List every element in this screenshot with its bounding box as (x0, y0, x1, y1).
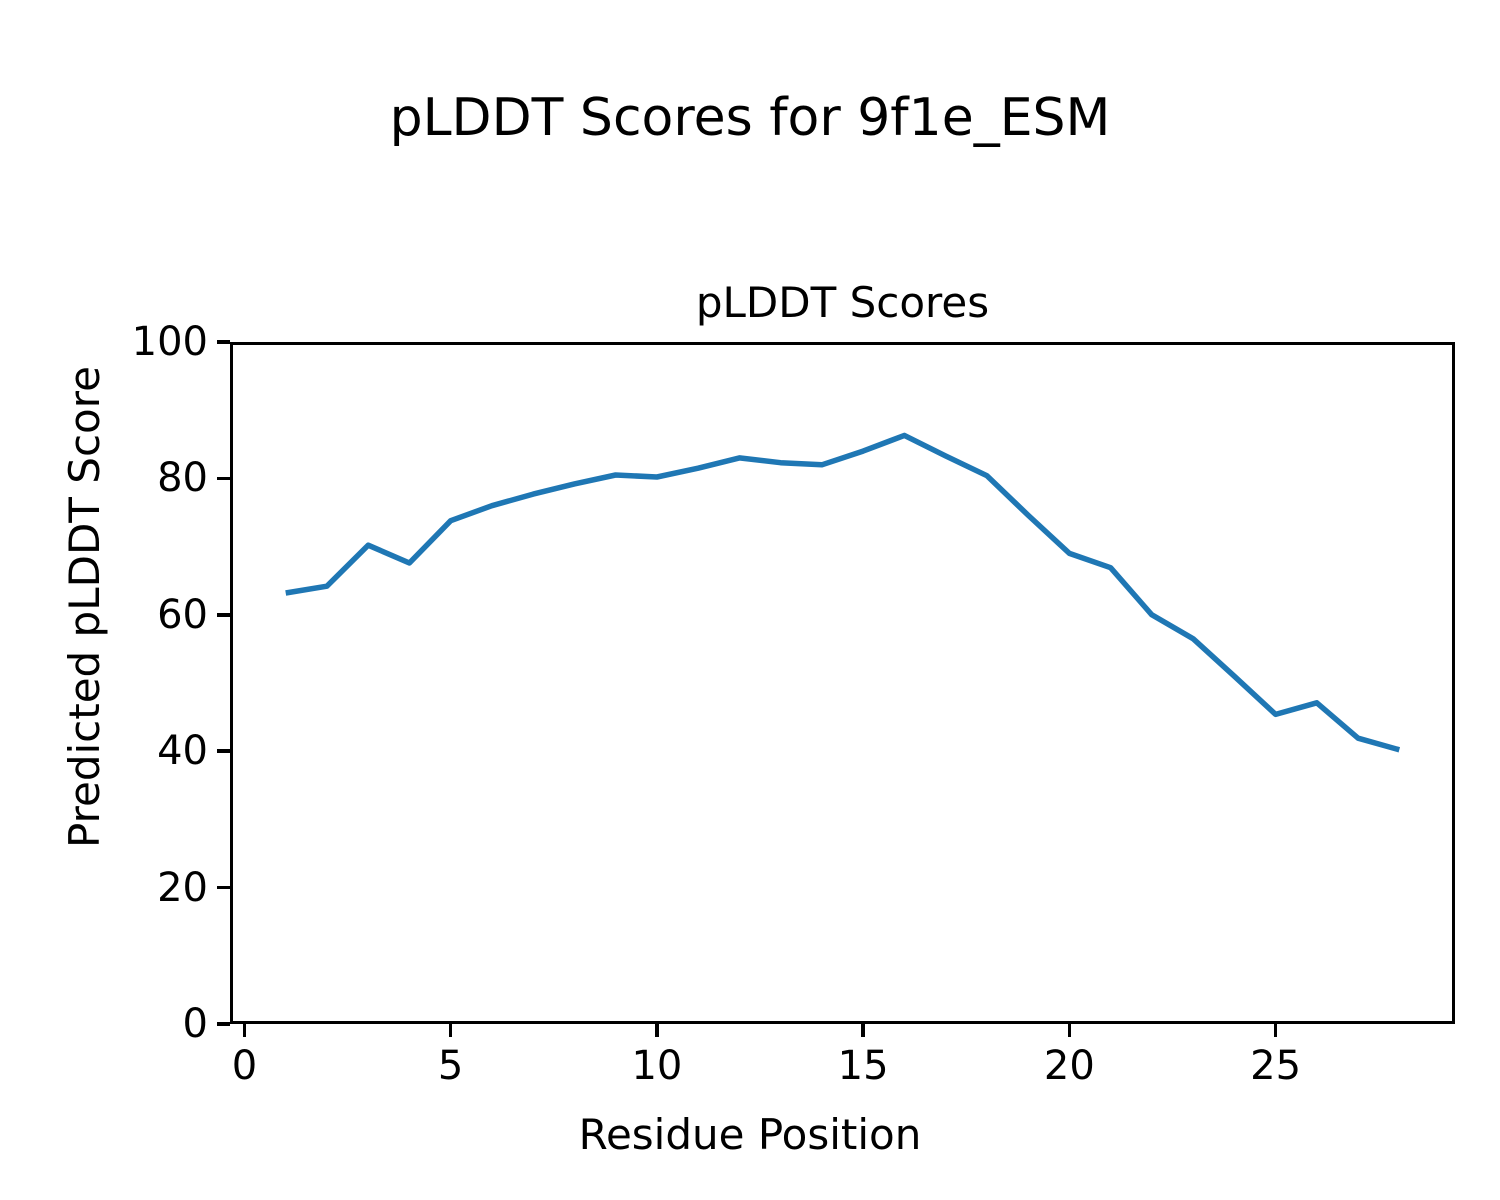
plot-area (230, 342, 1455, 1024)
x-tick-mark (448, 1024, 453, 1037)
x-axis-label: Residue Position (578, 1110, 922, 1159)
x-tick-label: 20 (1043, 1043, 1095, 1089)
y-tick-mark (217, 885, 230, 890)
y-tick-label: 20 (157, 864, 208, 911)
plot-suptitle: pLDDT Scores for 9f1e_ESM (389, 88, 1111, 148)
y-tick-mark (217, 613, 230, 617)
x-tick-mark (655, 1024, 659, 1037)
x-tick-label: 0 (231, 1043, 258, 1089)
y-tick-mark (217, 476, 230, 481)
x-tick-mark (1067, 1024, 1072, 1037)
y-tick-label: 40 (157, 728, 208, 775)
y-tick-mark (217, 1022, 230, 1026)
x-tick-label: 5 (437, 1043, 464, 1089)
x-tick-mark (1273, 1024, 1278, 1037)
x-tick-mark (861, 1024, 865, 1037)
axes-title: pLDDT Scores (695, 278, 990, 327)
y-tick-label: 0 (182, 1001, 208, 1047)
x-tick-label: 10 (631, 1043, 683, 1089)
y-tick-mark (217, 340, 230, 344)
x-tick-label: 25 (1250, 1043, 1302, 1089)
y-tick-label: 60 (157, 591, 208, 638)
y-tick-mark (217, 749, 230, 753)
x-tick-mark (242, 1024, 247, 1037)
y-axis-label: Predicted pLDDT Score (60, 366, 109, 848)
x-tick-label: 15 (837, 1043, 889, 1089)
y-tick-label: 80 (157, 455, 208, 502)
y-tick-label: 100 (131, 319, 208, 365)
